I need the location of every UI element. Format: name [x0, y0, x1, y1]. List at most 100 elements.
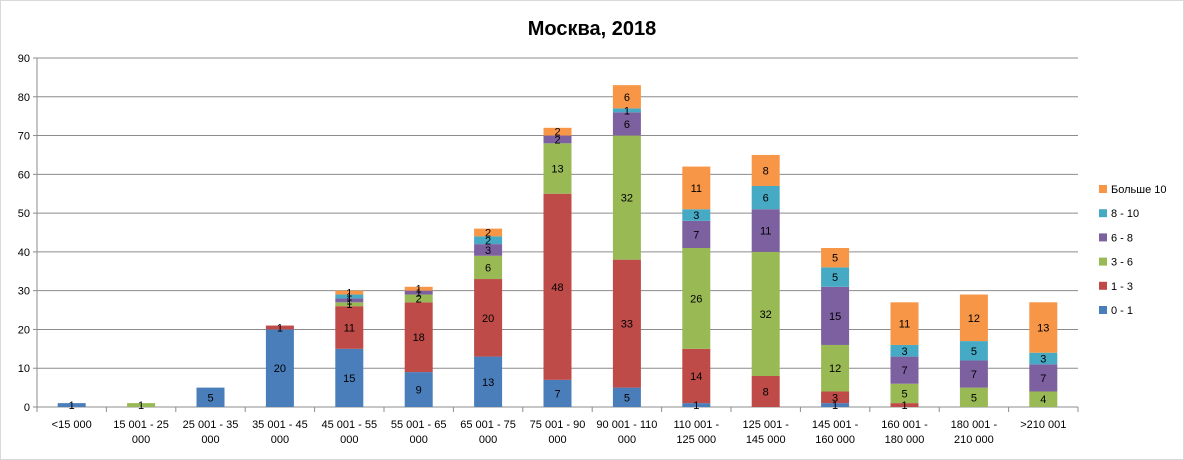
data-label: 8: [763, 165, 769, 177]
bar-segment: [543, 127, 572, 136]
data-label: 1: [624, 105, 630, 117]
bar-segment: [265, 325, 294, 330]
bar-segment: [821, 286, 850, 345]
bar-segment: [751, 154, 780, 186]
data-label: 5: [207, 392, 213, 404]
bar-segment: [751, 251, 780, 376]
bar-segment: [1029, 302, 1058, 353]
bar-segment: [959, 294, 988, 342]
data-label: 33: [621, 319, 633, 331]
bar-segment: [682, 348, 711, 404]
data-label: 4: [1040, 394, 1046, 406]
bar-segment: [682, 166, 711, 210]
bar-segment: [1029, 391, 1058, 407]
legend-label: 6 - 8: [1111, 232, 1133, 244]
data-label: 1: [69, 400, 75, 412]
bar-segment: [751, 375, 780, 407]
data-label: 18: [413, 332, 425, 344]
y-tick-label: 40: [18, 247, 30, 259]
bar-segment: [474, 236, 503, 245]
bar-segment: [265, 329, 294, 407]
data-label: 2: [554, 127, 560, 139]
bar-segment: [890, 403, 919, 407]
data-label: 2: [485, 228, 491, 240]
x-tick-label: 145 001 -: [812, 419, 859, 431]
bar-segment: [404, 372, 433, 407]
bar-segment: [57, 403, 86, 407]
bar-segment: [959, 360, 988, 388]
x-tick-label: <15 000: [52, 419, 92, 431]
data-label: 7: [693, 229, 699, 241]
data-label: 6: [485, 262, 491, 274]
data-label: 12: [829, 363, 841, 375]
x-tick-label: >210 001: [1020, 419, 1066, 431]
bar-segment: [959, 341, 988, 361]
legend-swatch: [1099, 185, 1107, 193]
x-tick-label: 000: [548, 434, 566, 446]
data-label: 1: [832, 400, 838, 412]
x-tick-label: 75 001 - 90: [530, 419, 586, 431]
data-label: 5: [624, 392, 630, 404]
data-label: 2: [416, 293, 422, 305]
data-label: 1: [416, 288, 422, 300]
x-tick-label: 180 001 -: [951, 419, 998, 431]
x-tick-label: 125 000: [676, 434, 716, 446]
x-tick-label: 000: [201, 434, 219, 446]
data-label: 15: [829, 311, 841, 323]
x-tick-label: 145 000: [746, 434, 786, 446]
data-label: 1: [277, 323, 283, 335]
x-tick-label: 000: [132, 434, 150, 446]
bar-segment: [821, 391, 850, 404]
bar-segment: [890, 383, 919, 404]
chart-title: Москва, 2018: [528, 18, 657, 40]
bar-segment: [612, 112, 641, 136]
legend: Больше 10 8 - 10 6 - 8 3 - 6 1 - 3 0 - 1: [1099, 184, 1166, 317]
bar-segment: [404, 286, 433, 291]
bar-segment: [682, 403, 711, 407]
legend-label: 8 - 10: [1111, 208, 1139, 220]
data-label: 32: [760, 309, 772, 321]
data-label: 11: [760, 226, 771, 238]
x-tick-label: 180 000: [885, 434, 925, 446]
data-label: 14: [690, 371, 702, 383]
data-label: 15: [343, 373, 355, 385]
legend-swatch: [1099, 209, 1107, 218]
y-tick-label: 20: [18, 324, 30, 336]
x-tick-label: 125 001 -: [742, 419, 789, 431]
bar-segment: [682, 220, 711, 249]
data-label: 7: [1040, 373, 1046, 385]
bar-segment: [196, 387, 225, 407]
data-label: 5: [971, 346, 977, 358]
bar-segment: [890, 302, 919, 345]
data-label: 9: [416, 385, 422, 397]
data-label: 20: [482, 313, 494, 325]
data-label: 5: [832, 253, 838, 265]
data-label: 1: [693, 400, 699, 412]
bar-segment: [404, 290, 433, 295]
bar-segment: [959, 387, 988, 407]
data-label: 1: [138, 400, 144, 412]
bar-segment: [890, 344, 919, 357]
x-tick-label: 000: [271, 434, 289, 446]
data-label: 1: [346, 299, 352, 311]
legend-swatch: [1099, 257, 1107, 266]
data-label: 6: [624, 119, 630, 131]
data-label: 6: [624, 92, 630, 104]
bar-segment: [821, 267, 850, 287]
y-tick-label: 60: [18, 169, 30, 181]
x-tick-label: 35 001 - 45: [252, 419, 308, 431]
data-label: 1: [346, 295, 352, 307]
legend-swatch: [1099, 233, 1107, 242]
bar-segment: [821, 248, 850, 268]
x-tick-label: 000: [410, 434, 428, 446]
data-label: 3: [1040, 354, 1046, 366]
bar-segment: [543, 135, 572, 144]
data-label: 7: [901, 365, 907, 377]
data-label: 3: [901, 346, 907, 358]
legend-swatch: [1099, 281, 1107, 290]
bar-segment: [474, 244, 503, 256]
data-label: 6: [763, 193, 769, 205]
bar-segment: [751, 185, 780, 210]
data-label: 1: [901, 400, 907, 412]
